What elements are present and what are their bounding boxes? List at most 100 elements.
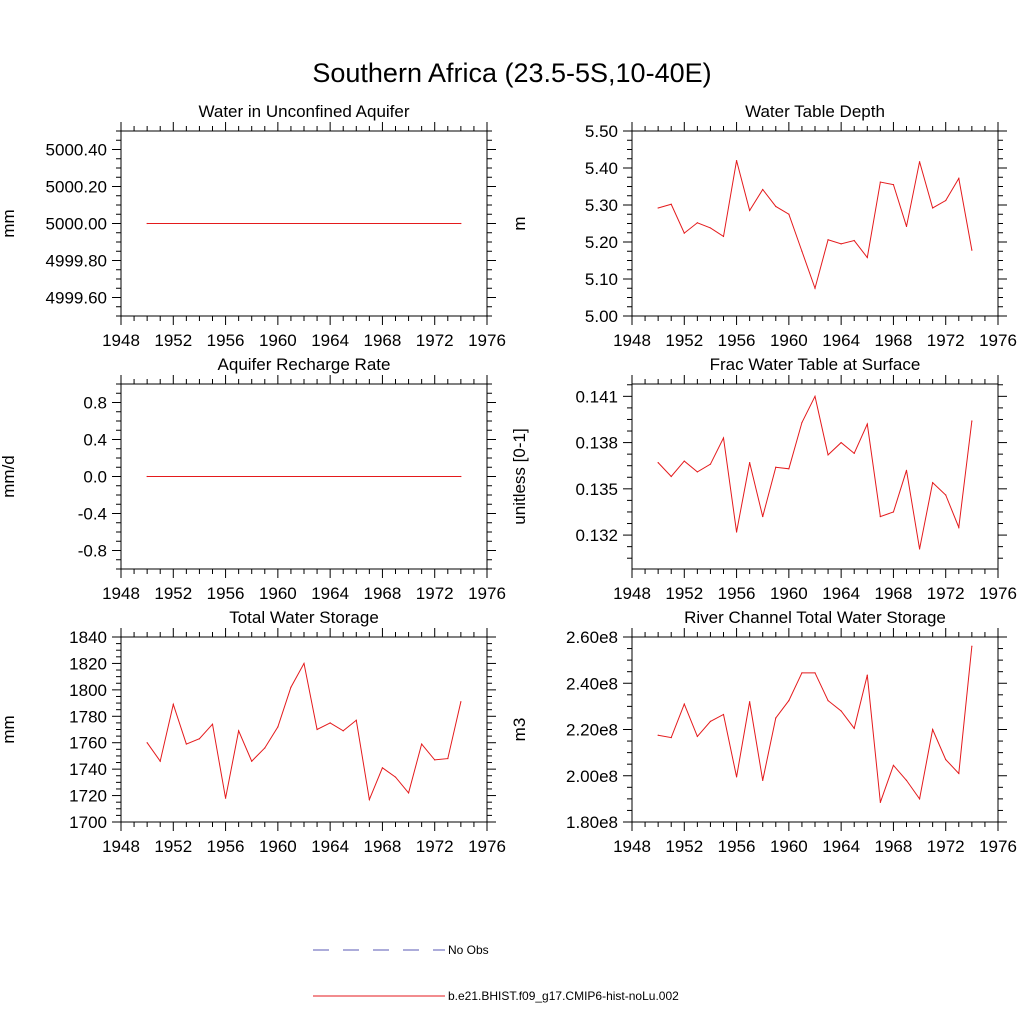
data-point bbox=[264, 747, 266, 749]
data-point bbox=[709, 227, 712, 229]
data-point bbox=[316, 728, 318, 731]
data-point bbox=[879, 801, 881, 803]
data-point bbox=[801, 250, 803, 252]
y-axis-label: mm/d bbox=[0, 455, 18, 498]
y-axis-label: mm bbox=[0, 715, 18, 743]
y-tick-label: 4999.60 bbox=[46, 289, 107, 308]
y-tick-label: 5000.00 bbox=[46, 215, 107, 234]
data-point bbox=[421, 743, 423, 745]
data-point bbox=[958, 526, 960, 528]
x-tick-label: 1972 bbox=[416, 837, 454, 856]
x-tick-label: 1964 bbox=[311, 331, 349, 350]
x-tick-label: 1952 bbox=[665, 837, 703, 856]
y-axis-label: m bbox=[510, 216, 529, 230]
data-point bbox=[958, 772, 960, 775]
data-point bbox=[788, 468, 790, 470]
data-point bbox=[277, 726, 279, 728]
y-tick-label: 1840 bbox=[69, 628, 107, 647]
data-point bbox=[840, 710, 842, 712]
panel-title: River Channel Total Water Storage bbox=[684, 608, 946, 627]
data-point bbox=[932, 728, 934, 731]
data-point bbox=[185, 743, 187, 745]
data-point bbox=[749, 701, 751, 703]
y-tick-label: 5.20 bbox=[585, 233, 618, 252]
panel-4: Frac Water Table at Surface unitless [0-1… bbox=[510, 355, 1017, 603]
data-point bbox=[827, 699, 829, 702]
x-tick-label: 1956 bbox=[718, 331, 756, 350]
data-point bbox=[683, 232, 685, 234]
figure-title: Southern Africa (23.5-5S,10-40E) bbox=[312, 58, 711, 88]
data-point bbox=[722, 713, 725, 716]
panel-3: Aquifer Recharge Rate mm/d 1948 1952 1956 196… bbox=[0, 355, 506, 603]
y-tick-label: 0.0 bbox=[83, 468, 107, 487]
y-tick-label: 0.138 bbox=[575, 434, 618, 453]
data-point bbox=[224, 797, 227, 799]
x-tick-label: 1952 bbox=[154, 584, 192, 603]
data-point bbox=[945, 199, 947, 202]
y-tick-label: 5.00 bbox=[585, 307, 618, 326]
panel-6: River Channel Total Water Storage m3 1948 1… bbox=[510, 608, 1017, 856]
data-point bbox=[918, 798, 921, 800]
x-tick-label: 1968 bbox=[875, 584, 913, 603]
x-tick-label: 1968 bbox=[875, 331, 913, 350]
x-tick-label: 1956 bbox=[207, 331, 245, 350]
data-point bbox=[762, 515, 764, 518]
data-point bbox=[853, 239, 855, 242]
y-tick-label: 0.135 bbox=[575, 480, 618, 499]
x-tick-label: 1948 bbox=[613, 584, 651, 603]
data-point bbox=[788, 699, 790, 702]
data-point bbox=[801, 672, 803, 674]
data-point bbox=[447, 757, 449, 760]
data-point bbox=[971, 645, 973, 647]
x-tick-label: 1964 bbox=[311, 584, 349, 603]
panel-title: Water Table Depth bbox=[745, 102, 885, 121]
data-point bbox=[198, 738, 201, 740]
data-point bbox=[918, 161, 921, 163]
data-point bbox=[827, 454, 829, 456]
data-point bbox=[657, 207, 659, 209]
y-tick-label: 0.141 bbox=[575, 387, 618, 406]
x-tick-label: 1956 bbox=[718, 837, 756, 856]
panel-1: Water in Unconfined Aquifer mm 1948 1952 195… bbox=[0, 102, 506, 350]
data-point bbox=[342, 730, 344, 732]
x-tick-label: 1976 bbox=[979, 837, 1017, 856]
data-point bbox=[879, 515, 881, 518]
data-point bbox=[866, 256, 868, 259]
x-tick-label: 1972 bbox=[927, 331, 965, 350]
y-tick-label: 1760 bbox=[69, 734, 107, 753]
data-point bbox=[932, 482, 934, 484]
x-tick-label: 1952 bbox=[665, 331, 703, 350]
x-tick-label: 1960 bbox=[259, 584, 297, 603]
data-point bbox=[683, 460, 685, 462]
data-point bbox=[971, 249, 973, 251]
x-tick-label: 1948 bbox=[613, 837, 651, 856]
data-point bbox=[762, 779, 764, 781]
data-point bbox=[879, 181, 881, 183]
data-point bbox=[290, 686, 292, 688]
data-point bbox=[971, 420, 973, 422]
panel-5: Total Water Storage mm 1948 1952 1956 1960 196… bbox=[0, 608, 506, 856]
x-tick-label: 1972 bbox=[416, 584, 454, 603]
y-tick-label: 5000.20 bbox=[46, 178, 107, 197]
x-tick-label: 1976 bbox=[979, 331, 1017, 350]
data-point bbox=[892, 764, 895, 766]
data-point bbox=[709, 720, 712, 723]
x-tick-label: 1968 bbox=[875, 837, 913, 856]
x-tick-label: 1968 bbox=[364, 331, 402, 350]
data-point bbox=[329, 722, 331, 724]
legend-label-model: b.e21.BHIST.f09_g17.CMIP6-hist-noLu.002 bbox=[448, 989, 679, 1003]
x-tick-label: 1952 bbox=[154, 331, 192, 350]
x-tick-label: 1960 bbox=[770, 837, 808, 856]
x-tick-label: 1956 bbox=[207, 584, 245, 603]
data-point bbox=[775, 717, 777, 719]
y-tick-label: -0.4 bbox=[78, 505, 107, 524]
data-point bbox=[932, 207, 934, 209]
x-tick-label: 1968 bbox=[364, 584, 402, 603]
data-point bbox=[814, 395, 816, 397]
y-tick-label: 2.60e8 bbox=[566, 628, 618, 647]
y-tick-label: 2.20e8 bbox=[566, 721, 618, 740]
legend-label-no-obs: No Obs bbox=[448, 943, 489, 957]
data-point bbox=[814, 672, 816, 674]
